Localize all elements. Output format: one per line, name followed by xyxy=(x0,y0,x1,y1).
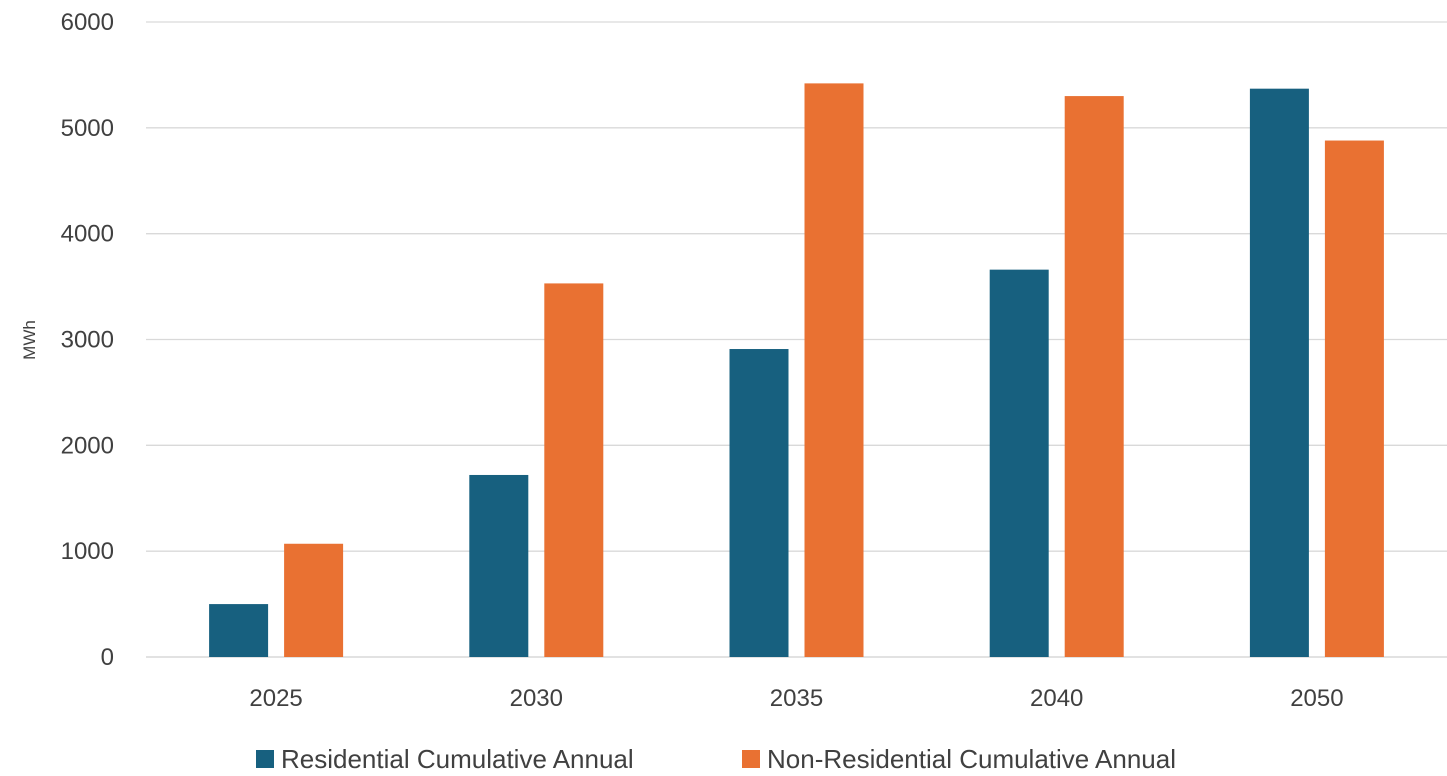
bar-non-residential-2040 xyxy=(1064,96,1124,658)
bar-non-residential-2030 xyxy=(544,283,604,657)
x-tick-label: 2025 xyxy=(249,685,302,712)
x-tick-label: 2040 xyxy=(1030,685,1083,712)
x-axis-ticks: 2025 2030 2035 2040 2050 xyxy=(249,685,1343,712)
y-tick-label: 2000 xyxy=(61,432,114,459)
y-gridlines xyxy=(146,21,1447,658)
y-tick-label: 4000 xyxy=(61,221,114,248)
bar-non-residential-2050 xyxy=(1324,140,1384,658)
legend-swatch xyxy=(742,750,760,768)
y-axis-title: MWh xyxy=(20,320,39,360)
legend-label: Residential Cumulative Annual xyxy=(281,744,634,774)
legend-swatch xyxy=(256,750,274,768)
bar-residential-2030 xyxy=(469,474,529,657)
bars xyxy=(209,83,1384,658)
legend-label: Non-Residential Cumulative Annual xyxy=(767,744,1176,774)
y-tick-label: 3000 xyxy=(61,327,114,354)
legend: Residential Cumulative Annual Non-Residen… xyxy=(256,744,1176,774)
y-axis-ticks: 0 1000 2000 3000 4000 5000 6000 xyxy=(61,9,114,671)
y-tick-label: 1000 xyxy=(61,538,114,565)
x-tick-label: 2035 xyxy=(770,685,823,712)
bar-residential-2050 xyxy=(1249,88,1309,658)
y-tick-label: 5000 xyxy=(61,115,114,142)
bar-residential-2035 xyxy=(729,349,789,657)
x-tick-label: 2030 xyxy=(510,685,563,712)
y-tick-label: 0 xyxy=(101,644,114,671)
bar-non-residential-2035 xyxy=(804,83,864,658)
x-tick-label: 2050 xyxy=(1290,685,1343,712)
y-tick-label: 6000 xyxy=(61,9,114,36)
bar-non-residential-2025 xyxy=(284,543,344,657)
bar-residential-2040 xyxy=(989,269,1049,657)
bar-residential-2025 xyxy=(209,604,269,657)
